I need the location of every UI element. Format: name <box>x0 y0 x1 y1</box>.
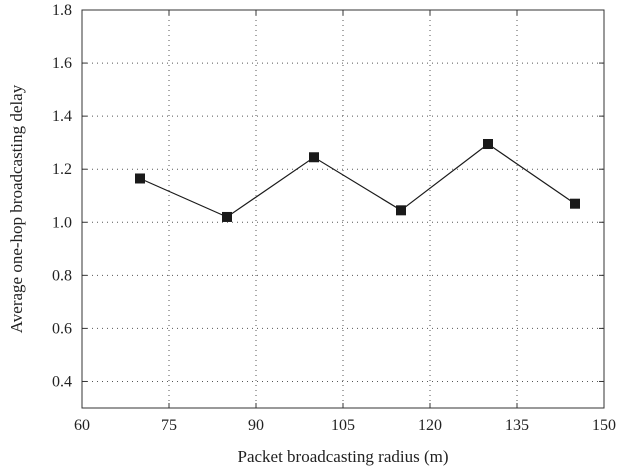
plot-frame <box>81 9 605 409</box>
series-line <box>139 143 576 218</box>
series-layer <box>135 138 580 222</box>
x-tick-label: 105 <box>331 417 355 434</box>
tick-layer <box>81 9 605 408</box>
x-tick-label: 60 <box>74 417 90 434</box>
x-axis-title: Packet broadcasting radius (m) <box>237 447 448 466</box>
y-tick-label: 1.4 <box>52 108 72 125</box>
data-point <box>483 138 493 149</box>
y-tick-label: 0.8 <box>52 267 72 284</box>
data-point <box>570 198 580 209</box>
data-point <box>396 205 406 216</box>
data-point <box>222 211 232 222</box>
y-tick-label: 0.6 <box>52 320 72 337</box>
y-tick-label: 1.6 <box>52 55 72 72</box>
x-tick-label: 120 <box>418 417 442 434</box>
x-tick-label: 90 <box>248 417 264 434</box>
grid-layer <box>82 10 604 408</box>
x-tick-labels: 60 75 90 105 120 135 150 <box>74 417 616 434</box>
y-tick-label: 0.4 <box>52 373 72 390</box>
data-point <box>135 173 145 184</box>
y-tick-label: 1.2 <box>52 161 72 178</box>
x-tick-label: 75 <box>161 417 177 434</box>
x-tick-label: 135 <box>505 417 529 434</box>
data-point <box>309 152 319 163</box>
y-tick-label: 1.0 <box>52 214 72 231</box>
y-axis-title: Average one-hop broadcasting delay <box>7 84 26 333</box>
y-tick-label: 1.8 <box>52 2 72 19</box>
y-tick-labels: 0.4 0.6 0.8 1.0 1.2 1.4 1.6 1.8 <box>52 2 72 390</box>
x-tick-label: 150 <box>592 417 616 434</box>
